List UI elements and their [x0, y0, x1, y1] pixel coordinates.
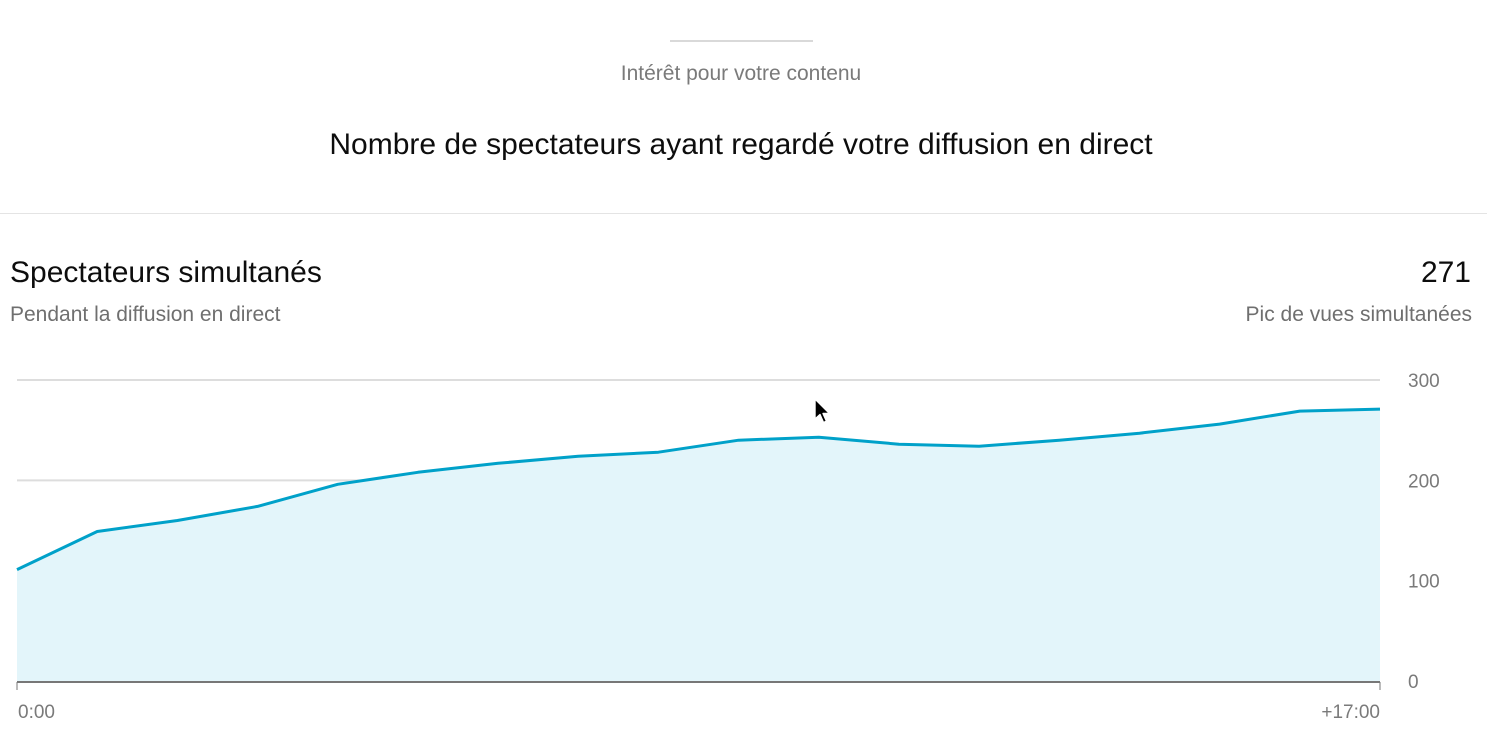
top-rule: [670, 40, 813, 42]
series-line[interactable]: [16, 407, 1381, 571]
y-tick-label: 0: [1408, 672, 1419, 693]
y-tick-label: 100: [1408, 572, 1440, 593]
card-title: Spectateurs simultanés: [10, 256, 322, 289]
peak-metric-value: 271: [1420, 256, 1471, 289]
mouse-pointer-icon: [814, 398, 831, 424]
x-tick-label-start: 0:00: [18, 702, 55, 723]
section-divider: [0, 213, 1487, 214]
y-tick-label: 200: [1408, 471, 1440, 492]
section-eyebrow: Intérêt pour votre contenu: [620, 62, 862, 85]
x-tick-label-end: +17:00: [1321, 702, 1380, 723]
peak-metric-label: Pic de vues simultanées: [1245, 303, 1472, 326]
section-title: Nombre de spectateurs ayant regardé votr…: [329, 128, 1153, 161]
concurrent-viewers-chart[interactable]: 0 100 200 300 0:00 +17:00: [0, 360, 1487, 740]
card-subtitle: Pendant la diffusion en direct: [10, 303, 281, 326]
y-tick-label: 300: [1408, 371, 1440, 392]
area-fill: [17, 409, 1380, 681]
tick-layer: 0 100 200 300 0:00 +17:00: [16, 371, 1440, 723]
